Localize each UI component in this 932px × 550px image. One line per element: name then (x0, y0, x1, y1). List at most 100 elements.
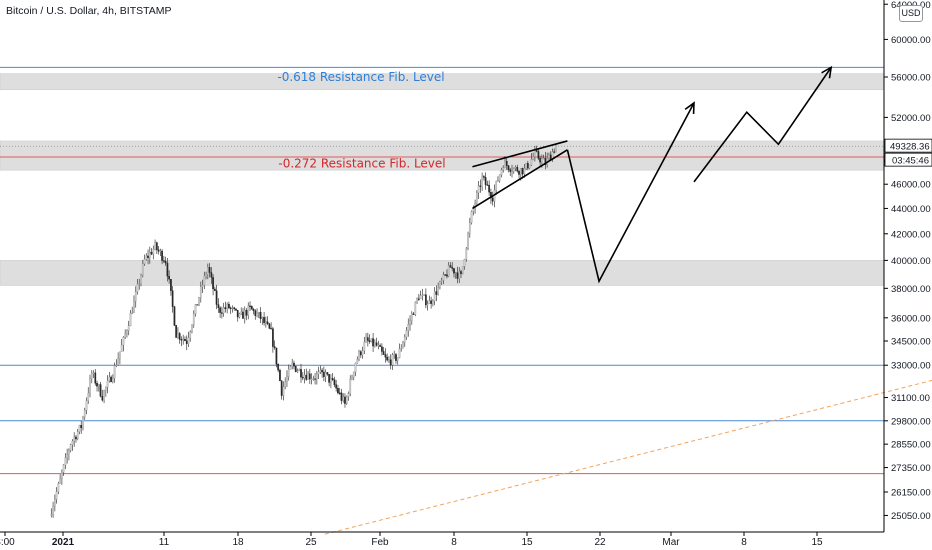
countdown-tag (884, 152, 932, 167)
candle-body (124, 333, 127, 338)
candle-body (407, 324, 410, 331)
candle-body (243, 310, 246, 319)
chart-title: Bitcoin / U.S. Dollar, 4h, BITSTAMP (6, 5, 172, 17)
candle-body (164, 260, 167, 264)
candle-body (64, 457, 67, 466)
candle-body (518, 171, 520, 175)
horizontal-levels (0, 66, 884, 475)
candle-body (460, 271, 462, 274)
candle-body (99, 384, 102, 397)
candle-body (161, 250, 163, 261)
candle-body (112, 378, 114, 382)
candle-body (338, 392, 341, 394)
candle-body (245, 310, 248, 316)
candle-body (435, 291, 438, 295)
candlesticks (50, 145, 557, 518)
wedge-lower-line (472, 149, 568, 210)
arrow-head (684, 101, 695, 114)
zone-rect (0, 140, 885, 171)
candle-body (208, 267, 211, 273)
candle-body (159, 250, 162, 253)
candle-body (214, 288, 216, 291)
candle-body (240, 311, 243, 314)
candle-body (247, 305, 250, 316)
candle-body (136, 283, 139, 293)
candle-body (512, 168, 515, 172)
candle-body (256, 313, 258, 316)
x-tick-label: Mar (662, 537, 680, 548)
candle-body (421, 294, 424, 296)
candle-body (92, 372, 95, 374)
candle-body (194, 304, 197, 315)
candle-body (486, 184, 489, 186)
candle-body (192, 313, 195, 325)
candle-body (173, 306, 176, 326)
x-tick-label: 2021 (52, 537, 75, 548)
candle-body (250, 305, 253, 310)
y-tick-label: 44000.00 (891, 204, 931, 215)
annotations: -0.618 Resistance Fib. Level -0.272 Resis… (277, 70, 445, 170)
candle-body (345, 396, 348, 404)
candle-body (252, 309, 255, 311)
candle-body (273, 346, 276, 349)
candle-body (351, 377, 353, 380)
annotation-label: -0.272 Resistance Fib. Level (278, 156, 445, 170)
y-tick-label: 31100.00 (891, 393, 930, 404)
candle-body (454, 272, 457, 274)
candle-body (307, 373, 309, 380)
candle-body (446, 274, 448, 277)
currency-button[interactable]: USD (899, 5, 923, 22)
candle-body (231, 307, 234, 309)
candle-body (439, 281, 441, 288)
candle-body (532, 156, 534, 160)
candle-body (308, 373, 311, 380)
y-tick-label: 26150.00 (891, 488, 931, 499)
y-tick-label: 56000.00 (891, 73, 931, 84)
candle-body (509, 169, 512, 172)
candle-body (361, 350, 364, 356)
candle-body (433, 291, 436, 302)
candle-body (412, 313, 415, 315)
candle-body (432, 300, 434, 304)
candle-body (502, 167, 505, 171)
candle-body (90, 373, 93, 379)
candle-body (275, 347, 278, 365)
candle-body (310, 378, 313, 380)
candle-body (242, 311, 244, 319)
candle-body (349, 379, 352, 394)
candle-body (366, 337, 369, 341)
candle-body (453, 268, 455, 274)
wedge-upper-line (472, 140, 568, 168)
candle-body (497, 180, 499, 182)
candle-body (221, 312, 223, 314)
candle-body (272, 328, 274, 347)
candle-body (298, 369, 301, 371)
candle-body (103, 390, 105, 401)
candle-body (293, 362, 295, 367)
candle-body (226, 304, 229, 310)
candle-body (78, 425, 81, 432)
candle-body (440, 280, 443, 282)
y-tick-label: 40000.00 (891, 256, 931, 267)
candle-body (127, 325, 130, 331)
candle-body (539, 158, 541, 163)
candle-body (96, 383, 98, 387)
candle-body (409, 320, 411, 325)
candle-body (444, 274, 447, 276)
x-tick-label: 15 (811, 537, 823, 548)
candle-body (324, 372, 327, 377)
y-tick-label: 33000.00 (891, 361, 931, 372)
candle-body (405, 330, 408, 338)
candle-body (233, 307, 236, 309)
candle-body (470, 211, 473, 223)
y-tick-label: 42000.00 (891, 229, 931, 240)
x-tick-label: 15 (521, 537, 533, 548)
candle-body (461, 266, 464, 274)
candle-body (328, 374, 330, 383)
candle-body (423, 294, 425, 296)
candle-body (61, 472, 63, 479)
candle-body (553, 151, 556, 153)
candle-body (377, 345, 380, 347)
candle-body (119, 351, 121, 359)
